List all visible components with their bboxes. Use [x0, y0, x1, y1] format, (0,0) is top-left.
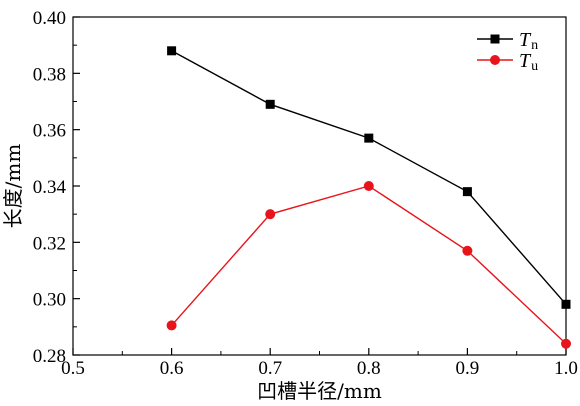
x-tick-label: 1.0 [554, 358, 578, 379]
legend-label-main: T [519, 50, 532, 72]
x-tick-label: 0.9 [456, 358, 480, 379]
data-point-square [265, 99, 275, 109]
data-point-circle [561, 338, 571, 349]
legend-marker-circle [490, 55, 500, 65]
data-point-circle [166, 320, 177, 331]
x-tick-label: 0.5 [61, 358, 85, 379]
legend-marker-square [490, 34, 500, 44]
y-tick-label: 0.36 [33, 121, 66, 142]
series-layer [166, 46, 571, 349]
series-Tu [166, 181, 571, 349]
axes [72, 16, 567, 356]
y-tick-label: 0.40 [33, 8, 66, 29]
legend-label-subscript: n [531, 38, 538, 53]
data-point-square [364, 133, 374, 143]
plot-frame [72, 16, 567, 356]
data-point-circle [265, 209, 276, 220]
x-tick-label: 0.7 [258, 358, 282, 379]
y-axis-title: 长度/mm [1, 144, 25, 229]
x-tick-label: 0.6 [160, 358, 184, 379]
y-tick-label: 0.28 [33, 346, 66, 367]
series-line [171, 50, 567, 305]
series-Tn [167, 46, 571, 309]
y-tick-label: 0.30 [33, 290, 66, 311]
legend-label-main: T [519, 29, 532, 51]
data-point-square [462, 187, 472, 197]
legend-label-subscript: u [531, 59, 538, 74]
data-point-square [561, 299, 571, 309]
x-tick-label: 0.8 [357, 358, 381, 379]
legend-item: Tn [477, 29, 538, 53]
data-point-square [167, 46, 177, 56]
y-tick-label: 0.32 [33, 233, 66, 254]
x-axis-title: 凹槽半径/mm [257, 379, 382, 403]
series-line [171, 185, 567, 345]
data-point-circle [363, 181, 374, 191]
data-point-circle [462, 245, 473, 256]
legend-label: Tu [519, 50, 538, 74]
legend-item: Tu [477, 50, 538, 74]
y-tick-label: 0.34 [33, 177, 67, 198]
y-tick-label: 0.38 [33, 64, 66, 85]
ticks: 0.5 0.6 0.7 0.8 0.9 1.0 0.28 0.30 0.32 0.34 0.36 0.… [33, 8, 578, 379]
legend-label: Tn [519, 29, 538, 53]
